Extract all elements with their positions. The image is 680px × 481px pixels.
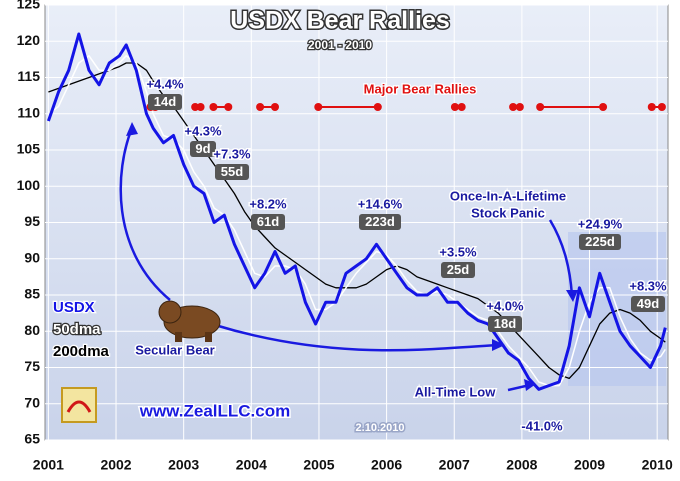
rally-dot bbox=[536, 103, 545, 111]
annotation: Once-In-A-Lifetime bbox=[450, 188, 566, 203]
y-tick-label: 105 bbox=[17, 141, 41, 157]
rally-days-box bbox=[148, 94, 182, 110]
rally-dot bbox=[256, 103, 265, 111]
rally-dot bbox=[196, 103, 205, 111]
bear-leg bbox=[175, 332, 182, 342]
annotation: -41.0% bbox=[521, 418, 563, 433]
rally-days: 49d bbox=[637, 296, 659, 311]
y-tick-label: 75 bbox=[24, 358, 40, 374]
y-tick-label: 85 bbox=[24, 286, 40, 302]
annotation: 2.10.2010 bbox=[356, 422, 405, 434]
x-tick-label: 2002 bbox=[100, 457, 131, 473]
rally-dot bbox=[657, 103, 666, 111]
bear-leg bbox=[205, 332, 212, 342]
bear-head bbox=[158, 300, 182, 324]
rally-days-box bbox=[215, 164, 249, 180]
x-tick-label: 2003 bbox=[168, 457, 199, 473]
y-tick-label: 125 bbox=[17, 0, 41, 12]
rally-days: 14d bbox=[154, 94, 176, 109]
rally-days-box bbox=[441, 262, 475, 278]
series-line bbox=[46, 32, 667, 391]
annotation: Secular Bear bbox=[135, 342, 215, 357]
arrowhead bbox=[524, 379, 536, 391]
annotation: All-Time Low bbox=[415, 384, 497, 399]
annotation: Stock Panic bbox=[471, 205, 545, 220]
rally-days-box bbox=[190, 141, 216, 157]
rally-gain: +3.5% bbox=[439, 244, 477, 259]
x-tick-label: 2010 bbox=[642, 457, 673, 473]
rally-gain: +4.0% bbox=[486, 298, 524, 313]
logo-box bbox=[61, 387, 97, 423]
rally-days-box bbox=[251, 214, 285, 230]
rally-days-box bbox=[488, 316, 522, 332]
rally-days: 55d bbox=[221, 164, 243, 179]
logo bbox=[61, 387, 97, 423]
y-tick-label: 95 bbox=[24, 213, 40, 229]
rally-dot bbox=[509, 103, 518, 111]
arrows bbox=[119, 127, 574, 392]
arrowhead bbox=[126, 122, 138, 136]
rally-dot bbox=[373, 103, 382, 111]
rally-days: 25d bbox=[447, 262, 469, 277]
rally-dot bbox=[599, 103, 608, 111]
x-tick-label: 2009 bbox=[574, 457, 605, 473]
rally-dot bbox=[647, 103, 656, 111]
rally-dot bbox=[270, 103, 279, 111]
rally-gain: +4.3% bbox=[184, 123, 222, 138]
rally-days-box bbox=[631, 296, 665, 312]
bear-icon bbox=[158, 300, 221, 342]
x-tick-label: 2001 bbox=[33, 457, 64, 473]
rally-dot bbox=[224, 103, 233, 111]
rally-days: 225d bbox=[585, 234, 615, 249]
y-tick-label: 115 bbox=[17, 68, 40, 84]
y-tick-label: 120 bbox=[17, 32, 41, 48]
legend-label: USDX bbox=[53, 299, 95, 316]
rally-gain: +8.3% bbox=[629, 278, 667, 293]
y-tick-label: 110 bbox=[17, 104, 40, 120]
rallies-title: Major Bear Rallies bbox=[364, 81, 477, 96]
y-tick-label: 65 bbox=[24, 431, 40, 447]
rally-dot bbox=[209, 103, 218, 111]
series-line bbox=[48, 62, 666, 380]
x-tick-label: 2007 bbox=[439, 457, 470, 473]
arrowhead bbox=[492, 339, 505, 351]
y-tick-label: 90 bbox=[24, 249, 40, 265]
rally-days: 9d bbox=[195, 141, 210, 156]
arrowhead bbox=[566, 290, 578, 302]
x-tick-label: 2008 bbox=[506, 457, 537, 473]
chart-title: USDX Bear Rallies bbox=[230, 7, 450, 35]
x-tick-label: 2006 bbox=[371, 457, 402, 473]
x-tick-label: 2005 bbox=[303, 457, 334, 473]
rally-gain: +14.6% bbox=[358, 196, 403, 211]
y-tick-label: 80 bbox=[24, 322, 40, 338]
arrow bbox=[119, 127, 171, 301]
rally-gain: +4.4% bbox=[146, 76, 184, 91]
arrow bbox=[214, 323, 499, 352]
y-tick-label: 100 bbox=[17, 177, 41, 193]
x-tick-label: 2004 bbox=[236, 457, 267, 473]
rally-gain: +24.9% bbox=[578, 216, 623, 231]
chart-subtitle: 2001 - 2010 bbox=[308, 38, 372, 52]
annotation: www.ZealLLC.com bbox=[139, 401, 291, 420]
legend-label: 200dma bbox=[53, 343, 110, 360]
legend-label: 50dma bbox=[53, 321, 101, 338]
rally-days-box bbox=[579, 234, 621, 250]
rally-gain: +8.2% bbox=[249, 196, 287, 211]
rally-days: 223d bbox=[365, 214, 395, 229]
rally-dot bbox=[457, 103, 466, 111]
rally-dot bbox=[515, 103, 524, 111]
y-tick-label: 70 bbox=[24, 394, 40, 410]
arrowheads bbox=[126, 122, 578, 391]
rally-dot bbox=[450, 103, 459, 111]
rally-days: 18d bbox=[494, 316, 516, 331]
logo-mark bbox=[66, 400, 92, 413]
rally-days-box bbox=[359, 214, 401, 230]
rally-gain: +7.3% bbox=[213, 146, 251, 161]
arrow bbox=[548, 219, 574, 296]
rally-days: 61d bbox=[257, 214, 279, 229]
rally-dot bbox=[314, 103, 323, 111]
